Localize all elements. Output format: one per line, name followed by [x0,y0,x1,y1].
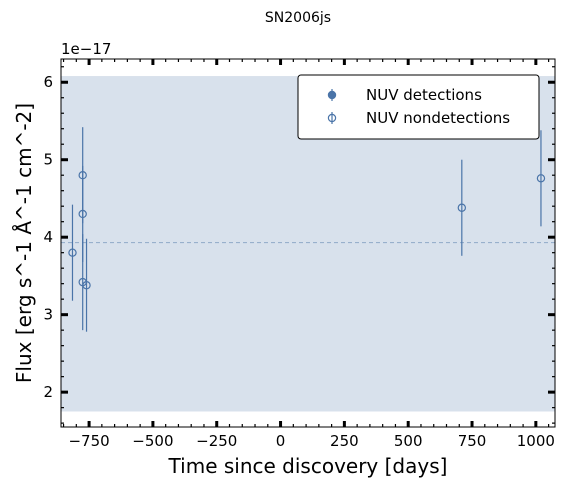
y-axis-label: Flux [erg s^-1 Å^-1 cm^-2] [12,103,36,383]
data-point [78,209,87,219]
x-tick-label: 0 [276,432,286,450]
y-tick-label: 5 [43,151,53,169]
x-tick-label: 500 [394,432,423,450]
y-tick-label: 6 [43,73,53,91]
x-tick-label: −500 [132,432,173,450]
legend: NUV detections NUV nondetections [297,74,540,140]
x-axis-label: Time since discovery [days] [168,454,448,478]
legend-label: NUV detections [366,86,482,104]
data-point [457,203,467,212]
y-tick-label: 4 [43,228,53,246]
y-tick-label: 2 [43,383,53,401]
x-tick-label: 750 [458,432,487,450]
legend-marker [327,90,337,100]
y-offset-label: 1e−17 [61,40,111,58]
axes-frame [60,58,556,428]
x-tick-label: 1000 [517,432,555,450]
data-point [82,281,91,290]
legend-label: NUV nondetections [366,109,510,127]
data-point [536,174,546,183]
y-tick-label: 3 [43,306,53,324]
data-point [68,248,77,257]
x-tick-label: 250 [330,432,359,450]
legend-box [297,74,540,140]
chart-title: SN2006js [265,10,331,26]
x-tick-label: −250 [196,432,237,450]
legend-marker [327,113,337,123]
x-tick-label: −750 [68,432,109,450]
